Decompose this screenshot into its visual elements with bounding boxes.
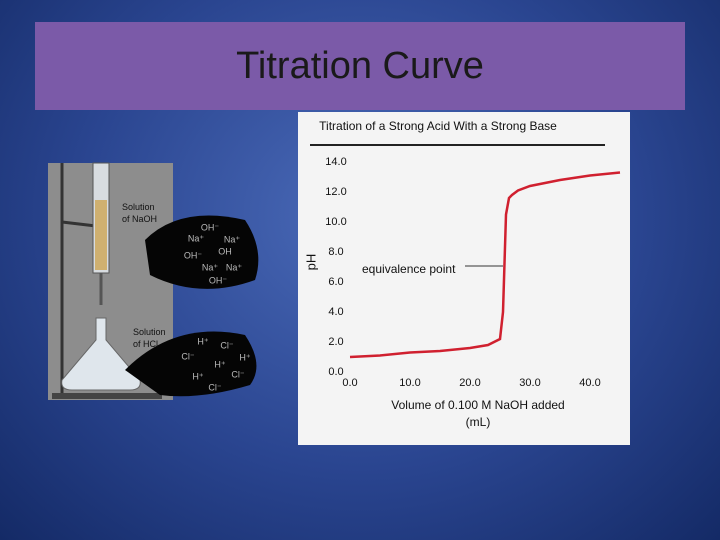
ion-label: OH⁻ xyxy=(209,275,228,285)
stand-base xyxy=(52,393,162,399)
base-blob xyxy=(145,215,259,289)
y-tick-label: 10.0 xyxy=(325,216,346,228)
burette-liquid xyxy=(95,200,107,270)
ion-label: Cl⁻ xyxy=(231,369,244,379)
x-tick-label: 30.0 xyxy=(519,377,540,389)
ion-label: Na⁺ xyxy=(188,233,205,243)
ion-label: Na⁺ xyxy=(224,234,241,244)
ion-label: H⁺ xyxy=(197,336,208,346)
x-tick-label: 10.0 xyxy=(399,377,420,389)
x-tick-label: 40.0 xyxy=(579,377,600,389)
y-tick-label: 8.0 xyxy=(328,246,343,258)
ion-label: OH⁻ xyxy=(201,222,220,232)
ion-label: Na⁺ xyxy=(226,262,243,272)
x-tick-label: 0.0 xyxy=(342,377,357,389)
ion-label: Cl⁻ xyxy=(181,351,194,361)
y-tick-label: 2.0 xyxy=(328,336,343,348)
y-tick-label: 14.0 xyxy=(325,156,346,168)
burette-label: Solution of NaOH xyxy=(122,202,157,224)
ion-label: Cl⁻ xyxy=(220,340,233,350)
ion-label: H⁺ xyxy=(239,352,250,362)
title-banner xyxy=(35,22,685,110)
chart-panel xyxy=(298,112,630,445)
flask-label: Solution of HCl xyxy=(133,327,166,349)
illustration: Solution of NaOH Solution of HCl xyxy=(48,162,259,400)
y-tick-label: 12.0 xyxy=(325,186,346,198)
x-tick-label: 20.0 xyxy=(459,377,480,389)
x-axis-label: Volume of 0.100 M NaOH added (mL) xyxy=(391,398,565,429)
ion-label: OH⁻ xyxy=(184,250,203,260)
y-tick-label: 0.0 xyxy=(328,366,343,378)
slide-title: Titration Curve xyxy=(236,45,484,87)
ion-label: H⁺ xyxy=(192,371,203,381)
clamp xyxy=(61,220,97,228)
ion-label: H⁺ xyxy=(214,359,225,369)
ion-label: OH xyxy=(218,246,232,256)
chart-title: Titration of a Strong Acid With a Strong… xyxy=(319,119,557,133)
data-line xyxy=(349,171,621,359)
ion-label: Na⁺ xyxy=(202,262,219,272)
y-axis-label: pH xyxy=(303,254,318,271)
flask xyxy=(61,317,141,391)
annotation: equivalence point xyxy=(362,262,456,276)
y-tick-label: 4.0 xyxy=(328,306,343,318)
y-tick-label: 6.0 xyxy=(328,276,343,288)
ion-label: Cl⁻ xyxy=(208,382,221,392)
acid-blob xyxy=(125,331,257,397)
